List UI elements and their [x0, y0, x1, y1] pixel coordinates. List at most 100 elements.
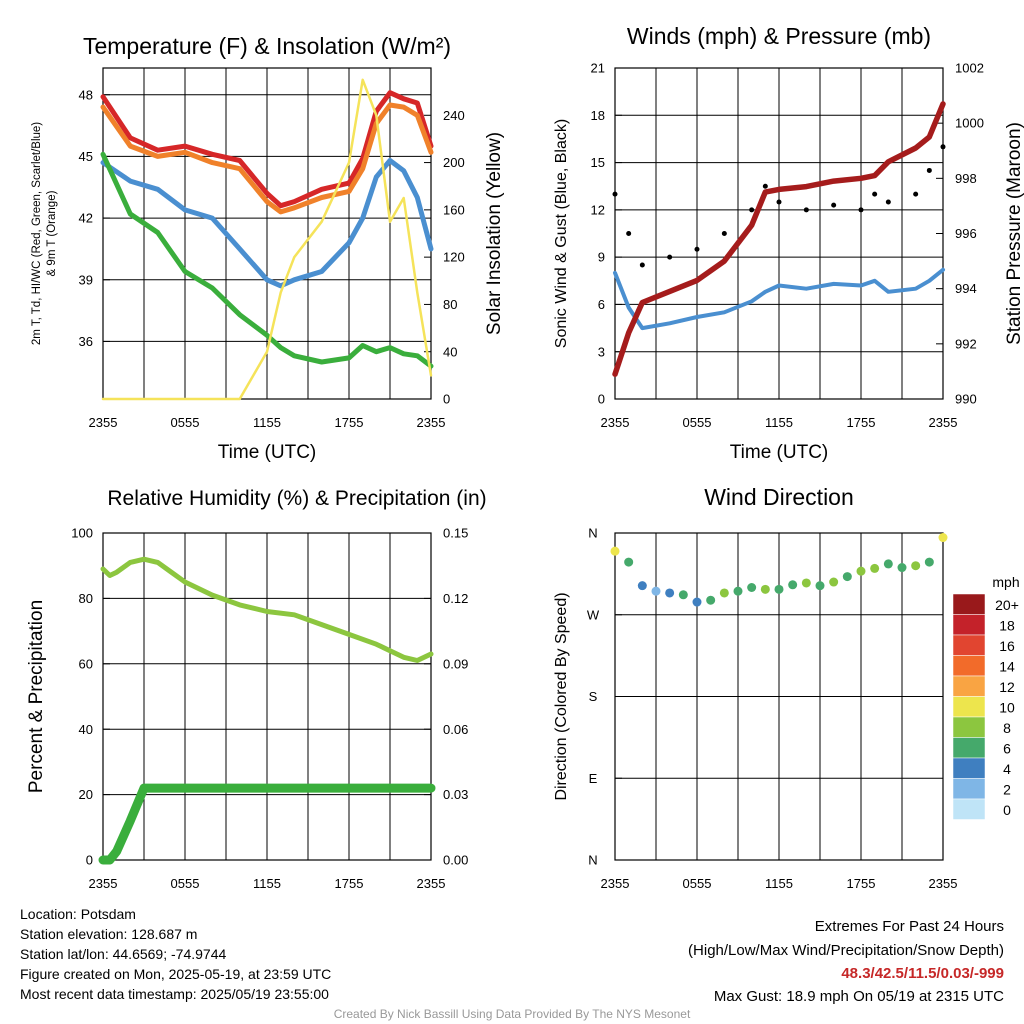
winds-ylabel-left: Sonic Wind & Gust (Blue, Black) [553, 119, 570, 348]
wind-direction-xtick-label: 0555 [683, 876, 712, 891]
legend-swatch [952, 798, 986, 820]
temperature-series-line [100, 90, 434, 209]
legend-swatch [952, 696, 986, 718]
humidity-xtick-label: 0555 [171, 876, 200, 891]
wind-direction-point [856, 566, 866, 576]
winds-ytick-label: 9 [598, 250, 605, 265]
winds-ylabel-right: Station Pressure (Maroon) [1004, 122, 1024, 345]
winds-gust-point [721, 231, 727, 236]
humidity-xtick-label: 2355 [89, 876, 118, 891]
winds-ytick-right-label: 1002 [955, 61, 984, 76]
humidity-ytick-right-label: 0.00 [443, 853, 468, 868]
humidity-ytick-label: 100 [71, 526, 93, 541]
legend-swatch [952, 757, 986, 779]
temperature-ytick-right-label: 240 [443, 108, 465, 123]
temperature-ytick-label: 48 [79, 87, 93, 102]
wind-direction-point [651, 586, 661, 596]
wind-direction-point [719, 588, 729, 598]
humidity-ytick-label: 40 [79, 722, 93, 737]
wind-direction-point [788, 580, 798, 590]
temperature-xtick-label: 2355 [89, 415, 118, 430]
station-location: Location: Potsdam [20, 906, 136, 922]
winds-gust-point [913, 191, 919, 197]
temperature-series-line [100, 102, 434, 215]
max-gust: Max Gust: 18.9 mph On 05/19 at 2315 UTC [713, 988, 1004, 1005]
wind-direction-xtick-label: 1755 [847, 876, 876, 891]
legend-label: 8 [1003, 720, 1011, 736]
wind-direction-point [692, 597, 702, 607]
wind-direction-ytick-label: W [587, 607, 600, 622]
winds-gust-point [694, 246, 700, 252]
extremes-subtitle: (High/Low/Max Wind/Precipitation/Snow De… [688, 942, 1004, 959]
temperature-series-line [100, 151, 434, 369]
extremes-title: Extremes For Past 24 Hours [814, 918, 1004, 935]
winds-xtick-label: 2355 [929, 415, 958, 430]
legend-label: 6 [1003, 741, 1011, 757]
temperature-ytick-label: 39 [79, 272, 93, 287]
winds-ytick-label: 12 [591, 202, 605, 217]
humidity-series-line [98, 783, 436, 865]
legend-label: 0 [1003, 802, 1011, 818]
winds-xtick-label: 1755 [847, 415, 876, 430]
winds-ytick-label: 15 [591, 155, 605, 170]
wind-direction-point [747, 583, 757, 592]
wind-direction-point [842, 572, 852, 582]
temperature-xtick-label: 2355 [417, 415, 446, 430]
wind-direction-point [801, 578, 811, 588]
station-elevation: Station elevation: 128.687 m [20, 926, 198, 942]
winds-ytick-right-label: 990 [955, 392, 977, 407]
winds-gust-point [940, 144, 946, 150]
recent-timestamp: Most recent data timestamp: 2025/05/19 2… [20, 986, 329, 1002]
humidity-ytick-label: 60 [79, 656, 93, 671]
humidity-ytick-label: 20 [79, 787, 93, 802]
wind-direction-point [637, 581, 647, 591]
wind-direction-point [678, 590, 688, 600]
wind-direction-point [883, 559, 893, 569]
legend-label: 2 [1003, 782, 1011, 798]
temperature-series-line [100, 158, 434, 289]
winds-gust-point [926, 167, 932, 173]
winds-gust-point [667, 254, 673, 260]
temperature-ytick-right-label: 40 [443, 344, 457, 359]
winds-ytick-right-label: 992 [955, 336, 977, 351]
temperature-xlabel: Time (UTC) [218, 442, 317, 463]
legend-label: 14 [999, 659, 1015, 675]
winds-gust-point [749, 207, 755, 213]
temperature-ytick-label: 36 [79, 334, 93, 349]
winds-ytick-label: 21 [591, 61, 605, 76]
winds-gust-point [858, 207, 864, 213]
temperature-xtick-label: 1755 [335, 415, 364, 430]
winds-ytick-right-label: 996 [955, 226, 977, 241]
extremes-values: 48.3/42.5/11.5/0.03/-999 [841, 965, 1004, 982]
wind-direction-point [760, 584, 770, 594]
winds-ytick-label: 18 [591, 108, 605, 123]
winds-xtick-label: 2355 [601, 415, 630, 430]
humidity-ytick-label: 0 [86, 853, 93, 868]
humidity-ytick-right-label: 0.03 [443, 787, 468, 802]
legend-swatch [952, 655, 986, 677]
wind-direction-point [911, 561, 921, 571]
temperature-ytick-right-label: 120 [443, 250, 465, 265]
humidity-ytick-right-label: 0.06 [443, 722, 468, 737]
winds-gust-point [612, 191, 618, 197]
wind-direction-title: Wind Direction [704, 484, 854, 510]
winds-series-line [613, 267, 945, 331]
legend-label: 10 [999, 700, 1015, 716]
winds-ytick-right-label: 1000 [955, 116, 984, 131]
wind-direction-xtick-label: 2355 [929, 876, 958, 891]
temperature-ytick-label: 42 [79, 211, 93, 226]
wind-direction-point [624, 557, 634, 567]
wind-direction-ytick-label: N [588, 526, 597, 541]
winds-xlabel: Time (UTC) [730, 442, 829, 463]
temperature-xtick-label: 1155 [253, 415, 281, 430]
temperature-ylabel-left-2: & 9m T (Orange) [46, 190, 58, 276]
wind-direction-point [897, 563, 907, 573]
wind-direction-point [870, 563, 880, 573]
legend-swatch [952, 634, 986, 656]
winds-gust-point [872, 191, 878, 197]
temperature-ytick-label: 45 [79, 149, 93, 164]
winds-title: Winds (mph) & Pressure (mb) [627, 23, 931, 49]
humidity-ytick-label: 80 [79, 591, 93, 606]
winds-ytick-label: 3 [598, 344, 605, 359]
credit-line: Created By Nick Bassill Using Data Provi… [333, 1007, 691, 1021]
